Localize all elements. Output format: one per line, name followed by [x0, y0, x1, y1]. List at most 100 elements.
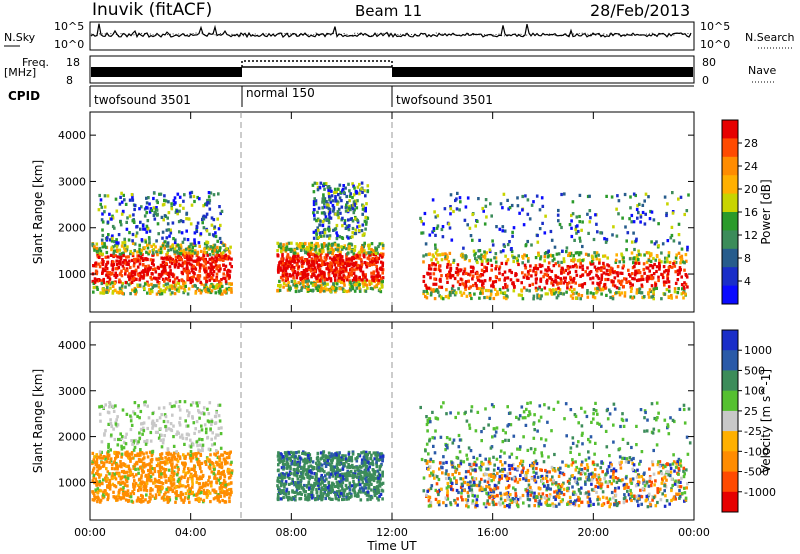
- echo-cell: [572, 259, 575, 263]
- echo-cell: [545, 280, 548, 284]
- echo-cell: [95, 457, 99, 461]
- echo-cell: [520, 281, 523, 285]
- echo-cell: [110, 217, 113, 221]
- echo-cell: [296, 457, 300, 461]
- echo-cell: [112, 409, 116, 413]
- echo-cell: [167, 468, 171, 472]
- echo-cell: [559, 277, 562, 281]
- echo-cell: [368, 251, 371, 255]
- echo-cell: [637, 290, 641, 294]
- echo-cell: [541, 221, 544, 225]
- echo-cell: [101, 287, 105, 291]
- echo-cell: [350, 258, 354, 262]
- echo-cell: [337, 453, 341, 457]
- echo-cell: [225, 451, 229, 455]
- echo-cell: [305, 468, 308, 472]
- echo-cell: [222, 243, 225, 247]
- echo-cell: [345, 224, 349, 228]
- echo-cell: [167, 476, 171, 481]
- echo-cell: [222, 276, 225, 280]
- echo-cell: [333, 273, 336, 277]
- echo-cell: [132, 448, 136, 452]
- echo-cell: [425, 296, 429, 300]
- power-mode-change-lines: [240, 112, 393, 312]
- echo-cell: [579, 239, 582, 243]
- echo-cell: [310, 275, 313, 279]
- echo-cell: [178, 408, 182, 412]
- echo-cell: [139, 465, 142, 469]
- echo-cell: [185, 436, 188, 441]
- echo-cell: [200, 289, 203, 293]
- echo-cell: [150, 478, 153, 483]
- echo-cell: [331, 243, 334, 247]
- echo-cell: [225, 492, 229, 497]
- echo-cell: [302, 261, 305, 265]
- echo-cell: [353, 202, 357, 206]
- echo-cell: [360, 458, 364, 462]
- echo-cell: [164, 277, 168, 281]
- echo-cell: [482, 255, 485, 259]
- echo-cell: [148, 250, 151, 254]
- echo-cell: [527, 272, 530, 276]
- echo-cell: [306, 471, 309, 475]
- echo-cell: [162, 256, 165, 261]
- echo-cell: [192, 493, 196, 497]
- echo-cell: [313, 243, 317, 247]
- echo-cell: [325, 477, 328, 481]
- echo-cell: [296, 273, 299, 277]
- echo-cell: [135, 225, 139, 229]
- echo-cell: [361, 486, 364, 490]
- echo-cell: [186, 292, 190, 296]
- echo-cell: [569, 265, 572, 269]
- echo-cell: [365, 283, 368, 287]
- echo-cell: [535, 277, 538, 281]
- echo-cell: [483, 250, 486, 254]
- echo-cell: [558, 222, 562, 227]
- echo-cell: [347, 218, 350, 222]
- echo-cell: [188, 191, 192, 195]
- echo-cell: [609, 290, 612, 294]
- echo-cell: [369, 253, 372, 257]
- echo-cell: [227, 471, 230, 475]
- echo-cell: [216, 250, 219, 254]
- echo-cell: [447, 260, 450, 264]
- echo-cell: [209, 500, 212, 504]
- echo-cell: [153, 480, 156, 485]
- echo-cell: [143, 227, 147, 231]
- echo-cell: [145, 489, 149, 493]
- echo-cell: [429, 267, 433, 271]
- echo-cell: [215, 272, 219, 276]
- echo-cell: [427, 286, 431, 290]
- echo-cell: [124, 249, 127, 253]
- echo-cell: [124, 285, 127, 289]
- echo-cell: [322, 193, 325, 197]
- echo-cell: [118, 488, 121, 492]
- echo-cell: [494, 275, 498, 279]
- echo-cell: [132, 264, 136, 268]
- echo-cell: [225, 281, 228, 286]
- echo-cell: [549, 276, 552, 280]
- echo-cell: [213, 442, 216, 446]
- echo-cell: [375, 491, 378, 495]
- echo-cell: [140, 468, 144, 472]
- cpid-segment-3: twofsound 3501: [396, 93, 493, 107]
- echo-cell: [119, 496, 123, 500]
- echo-cell: [478, 274, 482, 278]
- echo-cell: [120, 244, 124, 248]
- echo-cell: [151, 426, 154, 430]
- echo-cell: [325, 267, 328, 271]
- echo-cell: [209, 270, 212, 274]
- echo-cell: [534, 270, 538, 275]
- echo-cell: [125, 453, 129, 457]
- echo-cell: [110, 239, 114, 243]
- echo-cell: [175, 276, 179, 280]
- echo-cell: [491, 239, 494, 243]
- echo-cell: [127, 238, 131, 242]
- echo-cell: [108, 484, 111, 488]
- echo-cell: [134, 453, 137, 458]
- echo-cell: [169, 259, 173, 264]
- echo-cell: [156, 253, 159, 257]
- echo-cell: [108, 271, 111, 275]
- echo-cell: [176, 471, 180, 475]
